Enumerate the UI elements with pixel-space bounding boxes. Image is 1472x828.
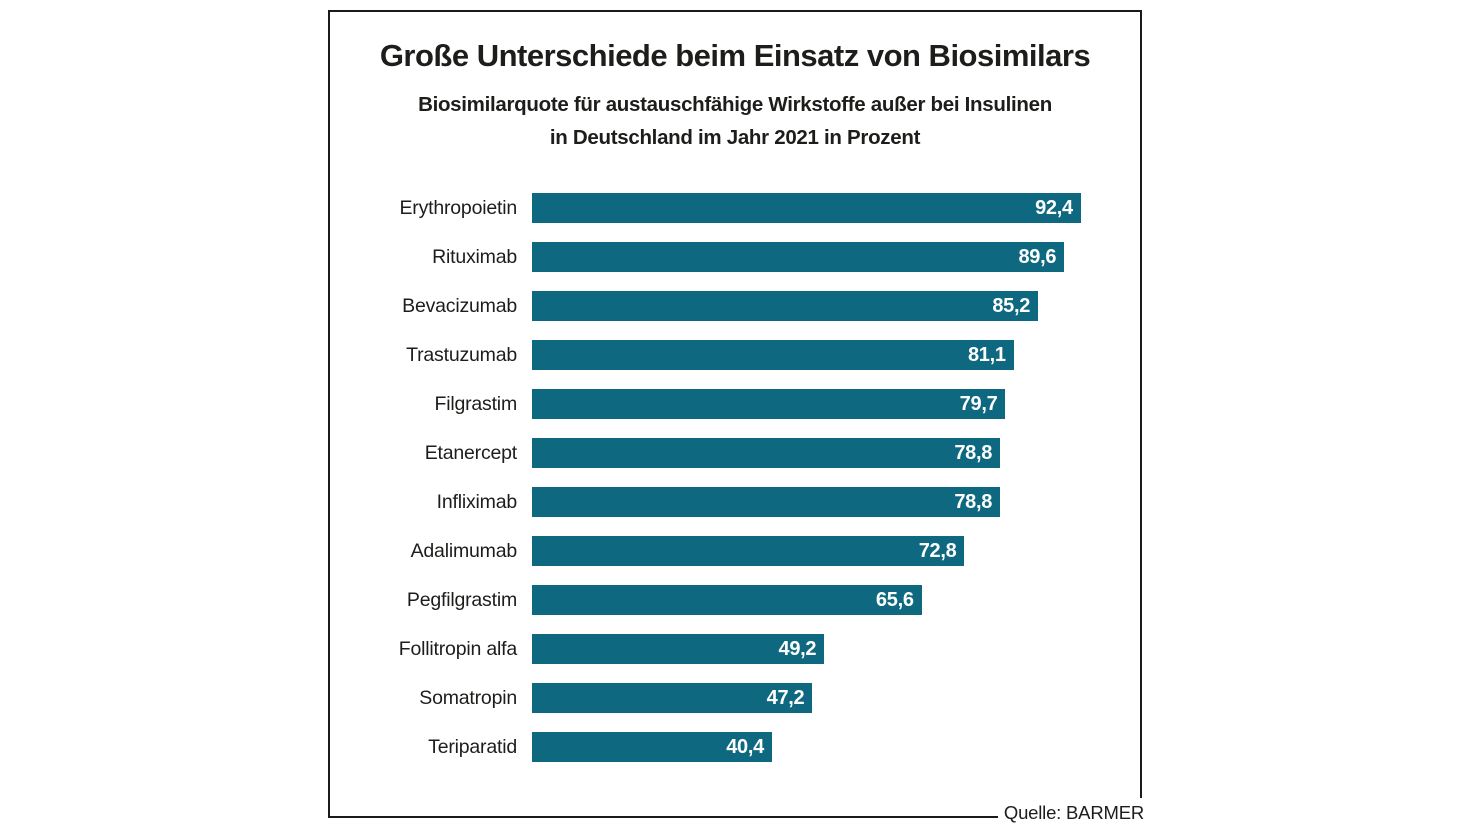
chart-row: Erythropoietin 92,4 <box>330 193 1140 223</box>
chart-frame: Große Unterschiede beim Einsatz von Bios… <box>328 10 1142 818</box>
category-label: Rituximab <box>432 245 517 268</box>
category-label: Somatropin <box>419 686 517 709</box>
bar: 65,6 <box>532 585 922 615</box>
bar-value-label: 65,6 <box>875 588 914 611</box>
chart-rows: Erythropoietin 92,4 Rituximab 89,6 Bevacizum… <box>330 193 1140 781</box>
chart-subtitle-line-1: Biosimilarquote für austauschfähige Wirk… <box>418 93 1052 116</box>
bar-value-label: 89,6 <box>1018 245 1057 268</box>
category-label: Filgrastim <box>434 392 517 415</box>
bar: 81,1 <box>532 340 1014 370</box>
source-label: Quelle: BARMER <box>998 798 1148 828</box>
category-label: Adalimumab <box>410 539 518 562</box>
bar-value-label: 79,7 <box>959 392 998 415</box>
chart-title: Große Unterschiede beim Einsatz von Bios… <box>379 38 1091 73</box>
bar-value-label: 40,4 <box>726 735 764 758</box>
bar: 78,8 <box>532 438 1001 468</box>
bar: 47,2 <box>532 683 813 713</box>
chart-row: Infliximab 78,8 <box>330 487 1140 517</box>
chart-row: Teriparatid 40,4 <box>330 732 1140 762</box>
chart-row: Trastuzumab 81,1 <box>330 340 1140 370</box>
category-label: Teriparatid <box>428 735 517 758</box>
chart-row: Pegfilgrastim 65,6 <box>330 585 1140 615</box>
chart-row: Filgrastim 79,7 <box>330 389 1140 419</box>
category-label: Infliximab <box>436 490 518 513</box>
bar: 72,8 <box>532 536 965 566</box>
bar: 78,8 <box>532 487 1001 517</box>
bar: 49,2 <box>532 634 825 664</box>
bar-value-label: 78,8 <box>954 441 993 464</box>
chart-row: Adalimumab 72,8 <box>330 536 1140 566</box>
bar: 92,4 <box>532 193 1081 223</box>
category-label: Etanercept <box>424 441 518 464</box>
bar-value-label: 49,2 <box>778 637 817 660</box>
category-label: Pegfilgrastim <box>406 588 517 611</box>
chart-row: Somatropin 47,2 <box>330 683 1140 713</box>
bar-value-label: 72,8 <box>918 539 957 562</box>
bar-value-label: 47,2 <box>766 686 805 709</box>
bar: 40,4 <box>532 732 772 762</box>
chart-subtitle-line-2: in Deutschland im Jahr 2021 in Prozent <box>549 126 921 149</box>
chart-row: Rituximab 89,6 <box>330 242 1140 272</box>
chart-row: Bevacizumab 85,2 <box>330 291 1140 321</box>
bar: 89,6 <box>532 242 1065 272</box>
chart-row: Etanercept 78,8 <box>330 438 1140 468</box>
chart-row: Follitropin alfa 49,2 <box>330 634 1140 664</box>
bar: 79,7 <box>532 389 1006 419</box>
bar: 85,2 <box>532 291 1039 321</box>
category-label: Bevacizumab <box>402 294 517 317</box>
bar-value-label: 81,1 <box>967 343 1006 366</box>
bar-value-label: 85,2 <box>992 294 1031 317</box>
category-label: Follitropin alfa <box>398 637 517 660</box>
category-label: Trastuzumab <box>406 343 517 366</box>
chart-subtitle: Biosimilarquote für austauschfähige Wirk… <box>330 88 1140 154</box>
bar-value-label: 92,4 <box>1035 196 1073 219</box>
category-label: Erythropoietin <box>399 196 517 219</box>
bar-value-label: 78,8 <box>954 490 993 513</box>
